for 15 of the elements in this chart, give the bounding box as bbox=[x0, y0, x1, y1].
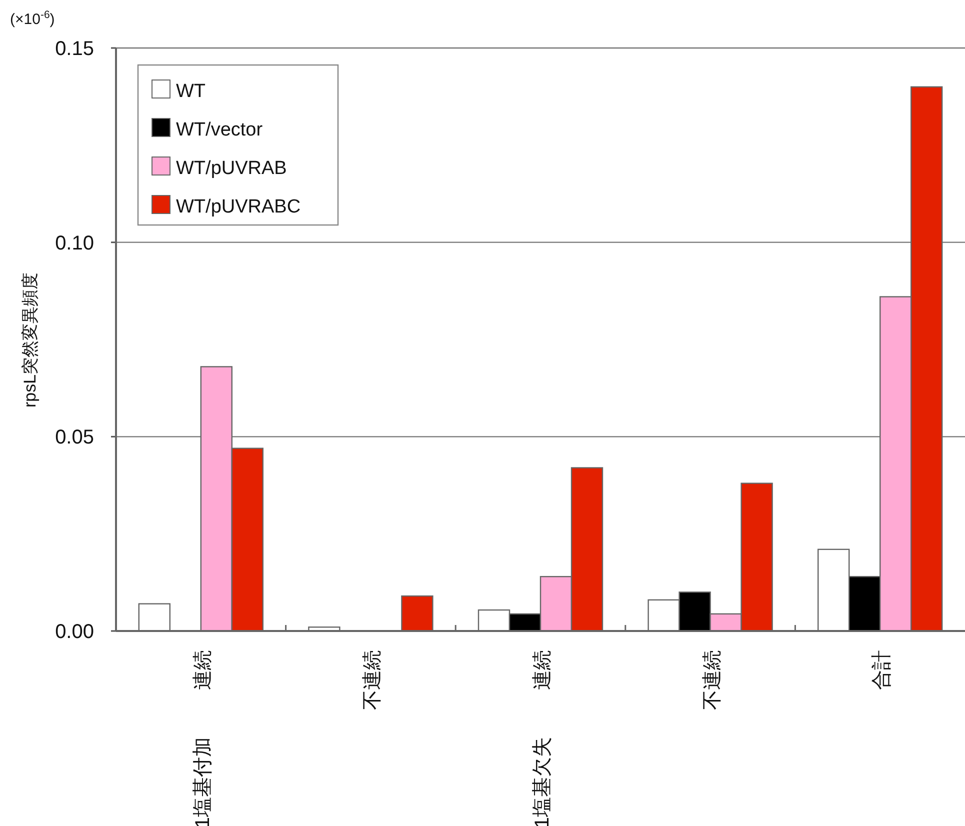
x-tick-label: 不連続 bbox=[362, 650, 384, 710]
y-tick-label: 0.10 bbox=[55, 232, 94, 254]
x-tick-label: 不連続 bbox=[701, 650, 724, 710]
x-tick-label: 合計 bbox=[871, 650, 894, 690]
legend-label: WT/pUVRAB bbox=[176, 158, 287, 179]
x-tick-label: 連続 bbox=[532, 650, 554, 690]
y-tick-label: 0.05 bbox=[55, 426, 94, 449]
y-tick-label: 0.00 bbox=[55, 621, 94, 643]
legend-label: WT bbox=[176, 81, 206, 102]
y-tick-label: 0.15 bbox=[55, 38, 94, 60]
legend-label: WT/pUVRABC bbox=[176, 196, 301, 218]
x-tick-label: 連続 bbox=[192, 650, 214, 690]
legend-label: WT/vector bbox=[176, 120, 264, 140]
text: (×10$^{-6}$) bbox=[10, 9, 55, 28]
y-axis-title: rpsL突然変異頻度 bbox=[20, 272, 40, 408]
